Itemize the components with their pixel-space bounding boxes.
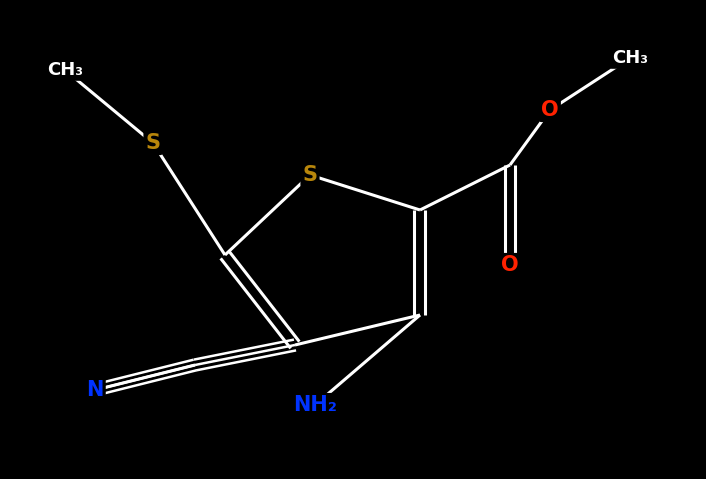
Text: NH₂: NH₂ <box>293 395 337 415</box>
Text: O: O <box>542 100 559 120</box>
Text: S: S <box>302 165 318 185</box>
Text: CH₃: CH₃ <box>47 61 83 79</box>
Text: O: O <box>501 255 519 275</box>
Text: S: S <box>145 133 160 153</box>
Text: CH₃: CH₃ <box>612 49 648 67</box>
Text: N: N <box>86 380 104 400</box>
